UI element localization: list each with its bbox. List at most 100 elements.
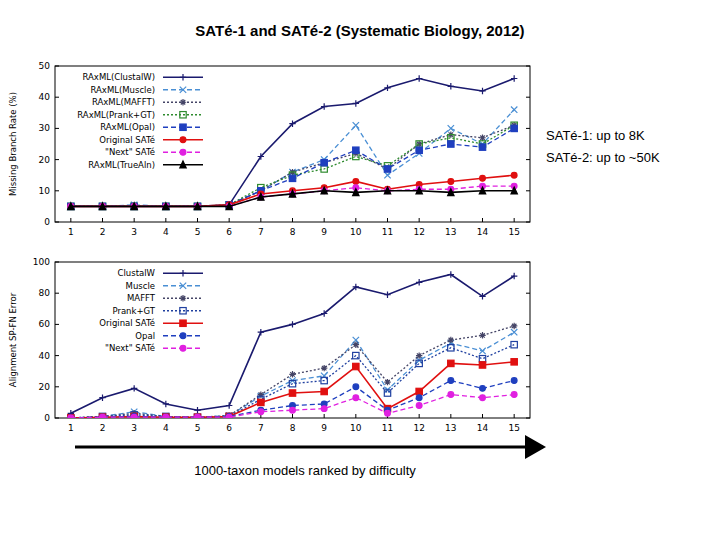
y-tick [55, 262, 59, 263]
y-tick [55, 418, 59, 419]
marker [131, 203, 137, 209]
legend-bg [60, 265, 210, 357]
marker [321, 160, 327, 166]
marker [194, 203, 200, 209]
x-tick [355, 414, 356, 418]
y-tick [526, 66, 530, 67]
marker [479, 144, 485, 150]
y-tick [526, 355, 530, 356]
marker [511, 323, 517, 329]
y-tick [55, 66, 59, 67]
marker [68, 203, 74, 209]
marker [480, 395, 486, 401]
marker [353, 100, 359, 106]
series-line [71, 332, 514, 418]
x-tick [229, 218, 230, 222]
marker [258, 399, 264, 405]
marker [353, 395, 359, 401]
marker [68, 204, 74, 210]
marker [480, 385, 486, 391]
chart: 01020304050123456789101112131415Missing … [8, 61, 530, 237]
marker [321, 310, 327, 316]
series-line [71, 381, 514, 418]
plot-frame [55, 262, 530, 418]
marker [416, 75, 422, 81]
marker [68, 415, 74, 418]
marker [479, 348, 485, 354]
marker [385, 188, 391, 194]
marker [163, 401, 169, 407]
marker [289, 190, 295, 197]
legend-marker [180, 270, 186, 276]
marker [194, 203, 200, 210]
marker [384, 166, 390, 172]
x-tick-label: 11 [382, 423, 393, 433]
y-tick [55, 324, 59, 325]
x-tick-label: 5 [195, 227, 201, 237]
marker [99, 203, 105, 210]
x-tick [450, 414, 451, 418]
marker [194, 414, 200, 418]
marker [511, 106, 517, 112]
marker [99, 413, 105, 418]
y-tick-label: 100 [33, 257, 50, 267]
marker [416, 360, 422, 366]
y-tick [55, 97, 59, 98]
marker [448, 179, 454, 185]
marker [353, 341, 359, 347]
marker [194, 203, 200, 209]
marker [479, 187, 485, 194]
marker [226, 203, 232, 210]
x-tick [292, 414, 293, 418]
y-tick-label: 60 [39, 319, 51, 329]
legend-marker [180, 137, 186, 143]
series-line [71, 362, 514, 418]
x-tick-label: 4 [163, 227, 169, 237]
legend-marker [180, 283, 186, 289]
marker [448, 83, 454, 89]
marker [99, 203, 105, 209]
marker [131, 204, 137, 210]
marker [163, 203, 169, 209]
x-tick-label: 8 [290, 227, 296, 237]
marker [131, 203, 137, 210]
marker [353, 179, 359, 185]
marker [289, 390, 295, 396]
marker [163, 413, 169, 418]
marker [194, 203, 200, 209]
x-tick [514, 414, 515, 418]
legend-marker [180, 74, 186, 80]
y-tick [526, 97, 530, 98]
marker [131, 385, 137, 391]
marker [131, 203, 137, 209]
marker [100, 414, 106, 418]
marker [289, 321, 295, 327]
legend-label: RAxML(TrueAln) [88, 160, 155, 170]
marker [511, 273, 517, 279]
marker [258, 153, 264, 159]
caption: 1000-taxon models ranked by difficulty [194, 463, 416, 478]
x-tick [355, 218, 356, 222]
series-line [71, 191, 514, 207]
x-tick [324, 218, 325, 222]
y-axis-label: Missing Branch Rate (%) [8, 92, 18, 196]
marker [479, 293, 485, 299]
marker [290, 191, 296, 197]
marker [258, 193, 264, 200]
legend-label: ClustalW [118, 268, 156, 278]
legend-marker [180, 87, 186, 93]
marker [163, 203, 169, 209]
marker [258, 329, 264, 335]
legend-label: Original SATé [99, 135, 155, 145]
marker [99, 203, 105, 209]
legend-label: RAxML(MAFFT) [92, 97, 155, 107]
y-tick [526, 222, 530, 223]
x-tick [419, 414, 420, 418]
marker [511, 125, 517, 131]
x-tick-label: 1 [68, 227, 74, 237]
y-tick [526, 128, 530, 129]
marker [448, 345, 454, 351]
x-tick-label: 9 [321, 423, 327, 433]
y-tick-label: 20 [39, 382, 51, 392]
x-tick [387, 218, 388, 222]
